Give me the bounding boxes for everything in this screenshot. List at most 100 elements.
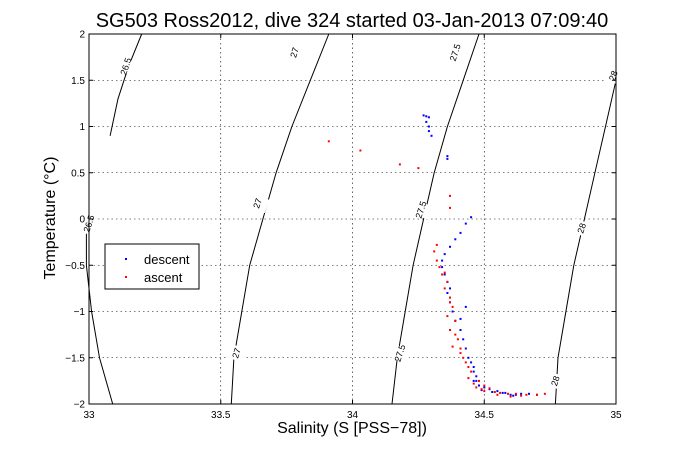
ascent-point xyxy=(464,361,467,364)
descent-point xyxy=(427,130,430,133)
descent-point xyxy=(430,134,433,137)
descent-point xyxy=(483,386,486,389)
ascent-point xyxy=(398,163,401,166)
chart-title: SG503 Ross2012, dive 324 started 03-Jan-… xyxy=(96,10,609,32)
ascent-point xyxy=(435,243,438,246)
isopycnal-label: 28 xyxy=(607,69,620,82)
ascent-point xyxy=(449,194,451,197)
isopycnal-label-bg xyxy=(601,65,626,86)
descent-point xyxy=(425,115,428,118)
ascent-point xyxy=(483,390,486,393)
ascent-point xyxy=(525,393,528,396)
descent-point xyxy=(427,116,430,119)
ascent-point xyxy=(454,319,457,322)
ascent-point xyxy=(443,287,446,290)
grid xyxy=(88,33,617,405)
descent-point xyxy=(472,366,475,368)
isopycnal-label-bg xyxy=(409,200,433,220)
descent-point xyxy=(446,157,449,160)
isopycnal-label-bg xyxy=(224,343,249,363)
ascent-point xyxy=(507,392,509,395)
y-tick-label: 0 xyxy=(79,215,85,226)
descent-point xyxy=(427,125,430,128)
ascent-point xyxy=(438,266,441,269)
descent-point xyxy=(462,338,465,341)
axis-ticks: 33 33.5 34 34.5 35 −2 −1.5 −1 −0.5 0 0.5 1 1.5 2 xyxy=(65,30,622,422)
x-tick-label: 34.5 xyxy=(475,410,495,421)
isopycnal-line xyxy=(230,33,330,405)
ascent-point xyxy=(467,377,470,380)
y-tick-label: 0.5 xyxy=(71,168,85,179)
ascent-point xyxy=(520,394,523,397)
isopycnal-label: 28 xyxy=(549,375,562,388)
descent-point xyxy=(459,317,462,320)
isopycnal-label-bg xyxy=(443,42,467,63)
descent-point xyxy=(470,216,473,219)
isopycnal-line xyxy=(391,33,480,405)
ascent-point xyxy=(475,386,478,389)
descent-point xyxy=(472,370,475,373)
y-tick-label: −2 xyxy=(74,400,86,411)
isopycnal-label: 28 xyxy=(575,222,588,235)
descent-point xyxy=(425,120,428,123)
ascent-point xyxy=(467,366,470,368)
ascent-point xyxy=(480,388,483,391)
ascent-point xyxy=(454,333,457,336)
isopycnal-label-bg xyxy=(388,343,412,363)
legend-label-ascent: ascent xyxy=(144,270,183,285)
legend-marker-descent xyxy=(125,258,127,260)
ascent-point xyxy=(451,305,454,308)
ascent-point xyxy=(543,392,546,395)
legend-label-descent: descent xyxy=(144,252,190,267)
isopycnal-label-bg xyxy=(114,56,138,77)
y-tick-label: −1.5 xyxy=(65,353,85,364)
ascent-point xyxy=(536,393,538,396)
y-tick-label: 1.5 xyxy=(71,76,85,87)
isopycnal-label-bg xyxy=(282,42,307,63)
descent-point xyxy=(475,375,478,378)
descent-point xyxy=(491,391,494,393)
ascent-point xyxy=(449,296,451,299)
descent-point xyxy=(422,114,425,117)
descent-point xyxy=(459,329,462,331)
descent-point xyxy=(443,253,446,256)
ascent-point xyxy=(443,271,446,274)
ascent-point xyxy=(433,250,436,253)
x-tick-label: 34 xyxy=(347,410,359,421)
x-axis-label: Salinity (S [PSS−78]) xyxy=(277,420,427,437)
legend-box xyxy=(104,243,200,290)
ascent-point xyxy=(459,347,462,350)
ascent-point xyxy=(449,206,451,209)
isopycnal-line xyxy=(109,33,143,136)
ascent-point xyxy=(478,379,480,382)
x-tick-label: 33 xyxy=(83,410,95,421)
ascent-point xyxy=(488,387,491,390)
descent-point xyxy=(449,287,451,290)
descent-point xyxy=(459,231,462,234)
descent-point xyxy=(446,155,449,158)
ascent-point xyxy=(496,393,499,396)
descent-point xyxy=(441,259,444,262)
descent-point xyxy=(454,238,457,241)
ascent-point xyxy=(462,356,465,359)
descent-point xyxy=(509,393,512,396)
isopycnal-label-bg xyxy=(245,193,270,214)
x-tick-label: 35 xyxy=(610,410,622,421)
ascent-point xyxy=(483,384,486,387)
descent-point xyxy=(478,384,480,387)
y-tick-label: 2 xyxy=(79,30,85,41)
descent-point xyxy=(443,273,446,276)
descent-point xyxy=(528,392,530,395)
descent-point xyxy=(475,379,478,382)
ascent-point xyxy=(449,301,451,304)
ascent-point xyxy=(509,395,512,398)
isopycnal-label-bg xyxy=(543,371,568,391)
x-tick-label: 33.5 xyxy=(211,410,231,421)
ascent-point xyxy=(446,280,449,283)
legend-marker-ascent xyxy=(125,276,127,278)
descent-point xyxy=(464,305,467,308)
ascent-point xyxy=(470,370,473,373)
ascent-point xyxy=(441,273,444,276)
descent-point xyxy=(504,391,507,394)
